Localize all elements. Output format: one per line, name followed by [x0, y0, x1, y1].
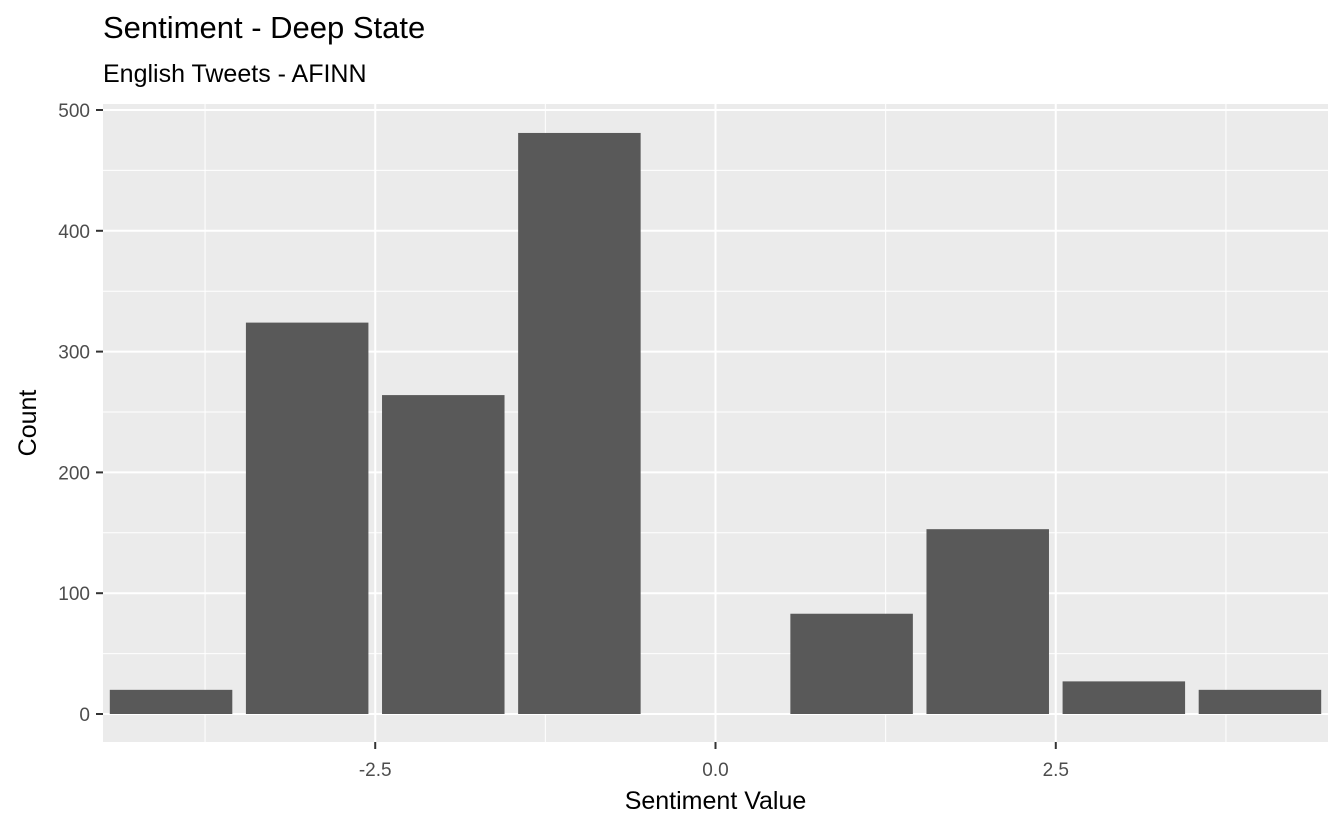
- x-tick-label: 0.0: [702, 760, 728, 781]
- x-axis-title: Sentiment Value: [625, 787, 807, 815]
- bar: [245, 322, 369, 714]
- y-tick-label: 100: [58, 584, 90, 605]
- y-tick-label: 200: [58, 463, 90, 484]
- x-tick-label: -2.5: [359, 760, 392, 781]
- y-tick-label: 300: [58, 343, 90, 364]
- chart-title: Sentiment - Deep State: [103, 10, 426, 45]
- chart-subtitle: English Tweets - AFINN: [103, 60, 367, 88]
- x-tick-label: 2.5: [1043, 760, 1069, 781]
- bar: [1062, 681, 1186, 714]
- y-tick-label: 400: [58, 222, 90, 243]
- bar: [382, 395, 505, 714]
- bar: [109, 689, 233, 714]
- bar: [926, 529, 1049, 714]
- bar: [1198, 689, 1322, 714]
- y-tick-label: 500: [58, 101, 90, 122]
- x-axis: -2.5 0.0 2.5: [359, 742, 1069, 781]
- bar: [790, 613, 913, 714]
- y-tick-label: 0: [79, 705, 90, 726]
- bar: [518, 132, 641, 714]
- y-axis: 0 100 200 300 400 500: [58, 101, 103, 726]
- bars: [109, 132, 1322, 714]
- y-axis-title: Count: [14, 390, 42, 457]
